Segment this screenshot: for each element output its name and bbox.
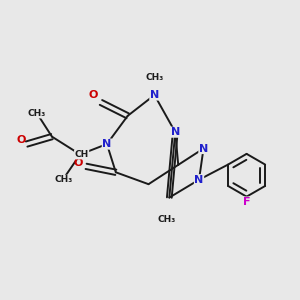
Text: N: N [150,90,159,100]
Text: O: O [89,90,98,100]
Text: F: F [243,197,250,207]
Text: CH₃: CH₃ [157,215,176,224]
Text: N: N [194,175,204,185]
Text: N: N [102,139,112,149]
Text: O: O [16,135,26,145]
Text: N: N [171,127,180,137]
Text: CH₃: CH₃ [55,175,73,184]
Text: CH₃: CH₃ [28,109,46,118]
Text: O: O [74,158,83,168]
Text: CH: CH [74,150,89,159]
Text: N: N [199,143,208,154]
Text: CH₃: CH₃ [145,73,164,82]
